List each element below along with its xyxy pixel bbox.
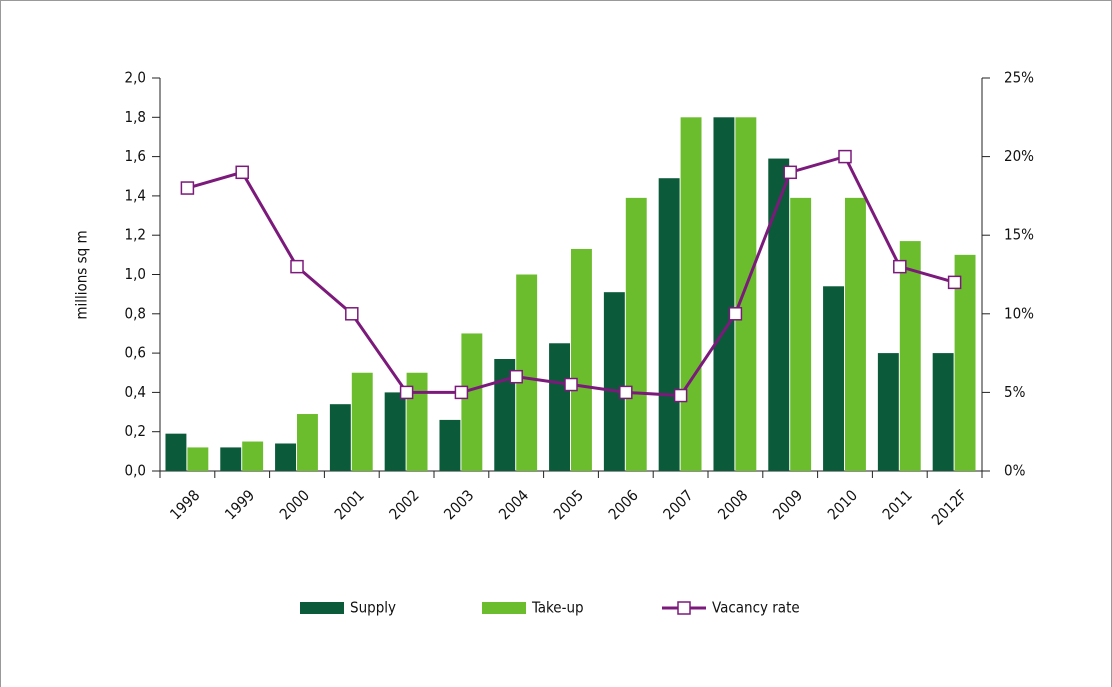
marker [180, 181, 195, 195]
bar [297, 414, 318, 471]
bar [823, 286, 844, 471]
marker [564, 377, 578, 392]
bar [329, 404, 351, 471]
bar [768, 158, 790, 471]
marker [947, 275, 962, 290]
bar [954, 254, 976, 471]
marker [673, 388, 688, 403]
marker [619, 385, 633, 400]
y-tick-label: 0,2 [125, 422, 146, 440]
bar [845, 197, 866, 472]
y-tick-label: 1,6 [125, 147, 146, 165]
bar [625, 197, 647, 472]
bar [899, 241, 921, 471]
marker [290, 259, 304, 274]
y-tick-label: 0,0 [125, 462, 146, 480]
marker [783, 165, 797, 180]
marker [838, 149, 852, 164]
y-tick-label: 0,8 [125, 304, 146, 322]
marker [345, 307, 359, 321]
y-tick-label: 0,4 [125, 383, 146, 401]
y2-tick-label: 20% [1004, 147, 1034, 165]
y-tick-label: 1,0 [125, 265, 146, 283]
bar [439, 419, 461, 471]
y-axis-title: millions sq m [73, 230, 91, 319]
legend-swatch [300, 602, 344, 614]
bar [877, 353, 899, 471]
bar [220, 447, 242, 471]
marker [235, 165, 249, 180]
y-tick-label: 2,0 [125, 69, 146, 87]
bar [384, 392, 406, 471]
bar [516, 274, 538, 471]
bar [461, 333, 483, 471]
legend-swatch [482, 602, 526, 614]
marker [454, 385, 469, 400]
bar [275, 443, 296, 471]
legend-label: Vacancy rate [712, 599, 800, 617]
legend-marker [677, 601, 691, 615]
bar [549, 343, 570, 471]
marker [893, 259, 907, 274]
bar [242, 441, 264, 471]
y-tick-label: 1,4 [125, 186, 146, 204]
bar [494, 358, 516, 471]
bar [713, 117, 735, 472]
bar [658, 178, 680, 471]
bar [790, 197, 812, 472]
y2-tick-label: 0% [1004, 462, 1026, 480]
marker [399, 385, 414, 400]
bar [187, 447, 209, 471]
marker [509, 369, 523, 384]
bar [351, 372, 373, 471]
legend-label: Supply [350, 599, 396, 617]
bar [680, 117, 702, 472]
y2-tick-label: 25% [1004, 69, 1034, 87]
marker [728, 307, 743, 321]
bar [932, 353, 954, 471]
bar [735, 117, 757, 472]
bar [165, 433, 187, 471]
y-tick-label: 1,8 [125, 108, 146, 126]
y2-tick-label: 10% [1004, 304, 1034, 322]
y2-tick-label: 5% [1004, 383, 1026, 401]
legend-label: Take-up [531, 599, 584, 617]
y-tick-label: 0,6 [125, 344, 146, 362]
y2-tick-label: 15% [1004, 226, 1034, 244]
y-tick-label: 1,2 [125, 226, 146, 244]
bar [571, 248, 592, 471]
bar [603, 292, 625, 471]
